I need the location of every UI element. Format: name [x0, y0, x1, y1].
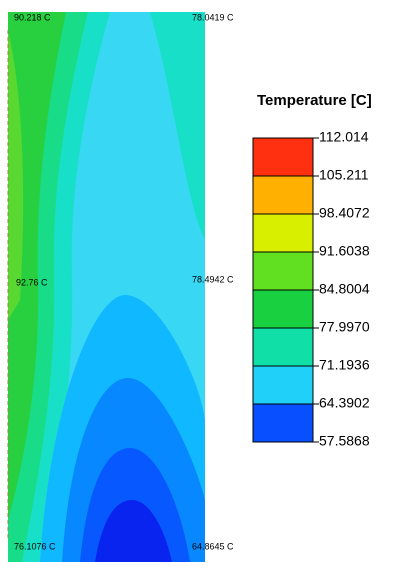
- contour-band: [8, 30, 24, 320]
- colorbar-band: [253, 290, 313, 328]
- contour-band: [150, 12, 205, 240]
- colorbar-label: 112.014: [319, 129, 369, 145]
- probe-label: 90.218 C: [14, 12, 51, 22]
- colorbar-band: [253, 176, 313, 214]
- colorbar-band: [253, 404, 313, 442]
- probe-label: 78.4942 C: [192, 274, 234, 284]
- colorbar-label: 71.1936: [319, 357, 370, 373]
- probe-label: 64.8645 C: [192, 541, 234, 551]
- probe-label: 76.1076 C: [14, 541, 56, 551]
- colorbar: 112.014 105.211 98.4072 91.6038 84.8004 77.99…: [252, 129, 370, 449]
- colorbar-label: 64.3902: [319, 395, 370, 411]
- colorbar-frame: [252, 137, 314, 443]
- colorbar-label: 91.6038: [319, 243, 370, 259]
- colorbar-label: 98.4072: [319, 205, 370, 221]
- colorbar-band: [253, 252, 313, 290]
- probe-label: 92.76 C: [16, 277, 48, 287]
- contour-band: [95, 500, 172, 562]
- colorbar-label: 105.211: [319, 167, 369, 183]
- colorbar-band: [253, 138, 313, 176]
- colorbar-band: [253, 214, 313, 252]
- probe-label: 78.0419 C: [192, 12, 234, 22]
- colorbar-label: 84.8004: [319, 281, 370, 297]
- contour-field: [8, 12, 205, 562]
- colorbar-band: [253, 366, 313, 404]
- colorbar-band: [253, 328, 313, 366]
- colorbar-label: 77.9970: [319, 319, 370, 335]
- legend-title: Temperature [C]: [257, 92, 372, 109]
- colorbar-label: 57.5868: [319, 433, 370, 449]
- contour-band: [8, 12, 66, 520]
